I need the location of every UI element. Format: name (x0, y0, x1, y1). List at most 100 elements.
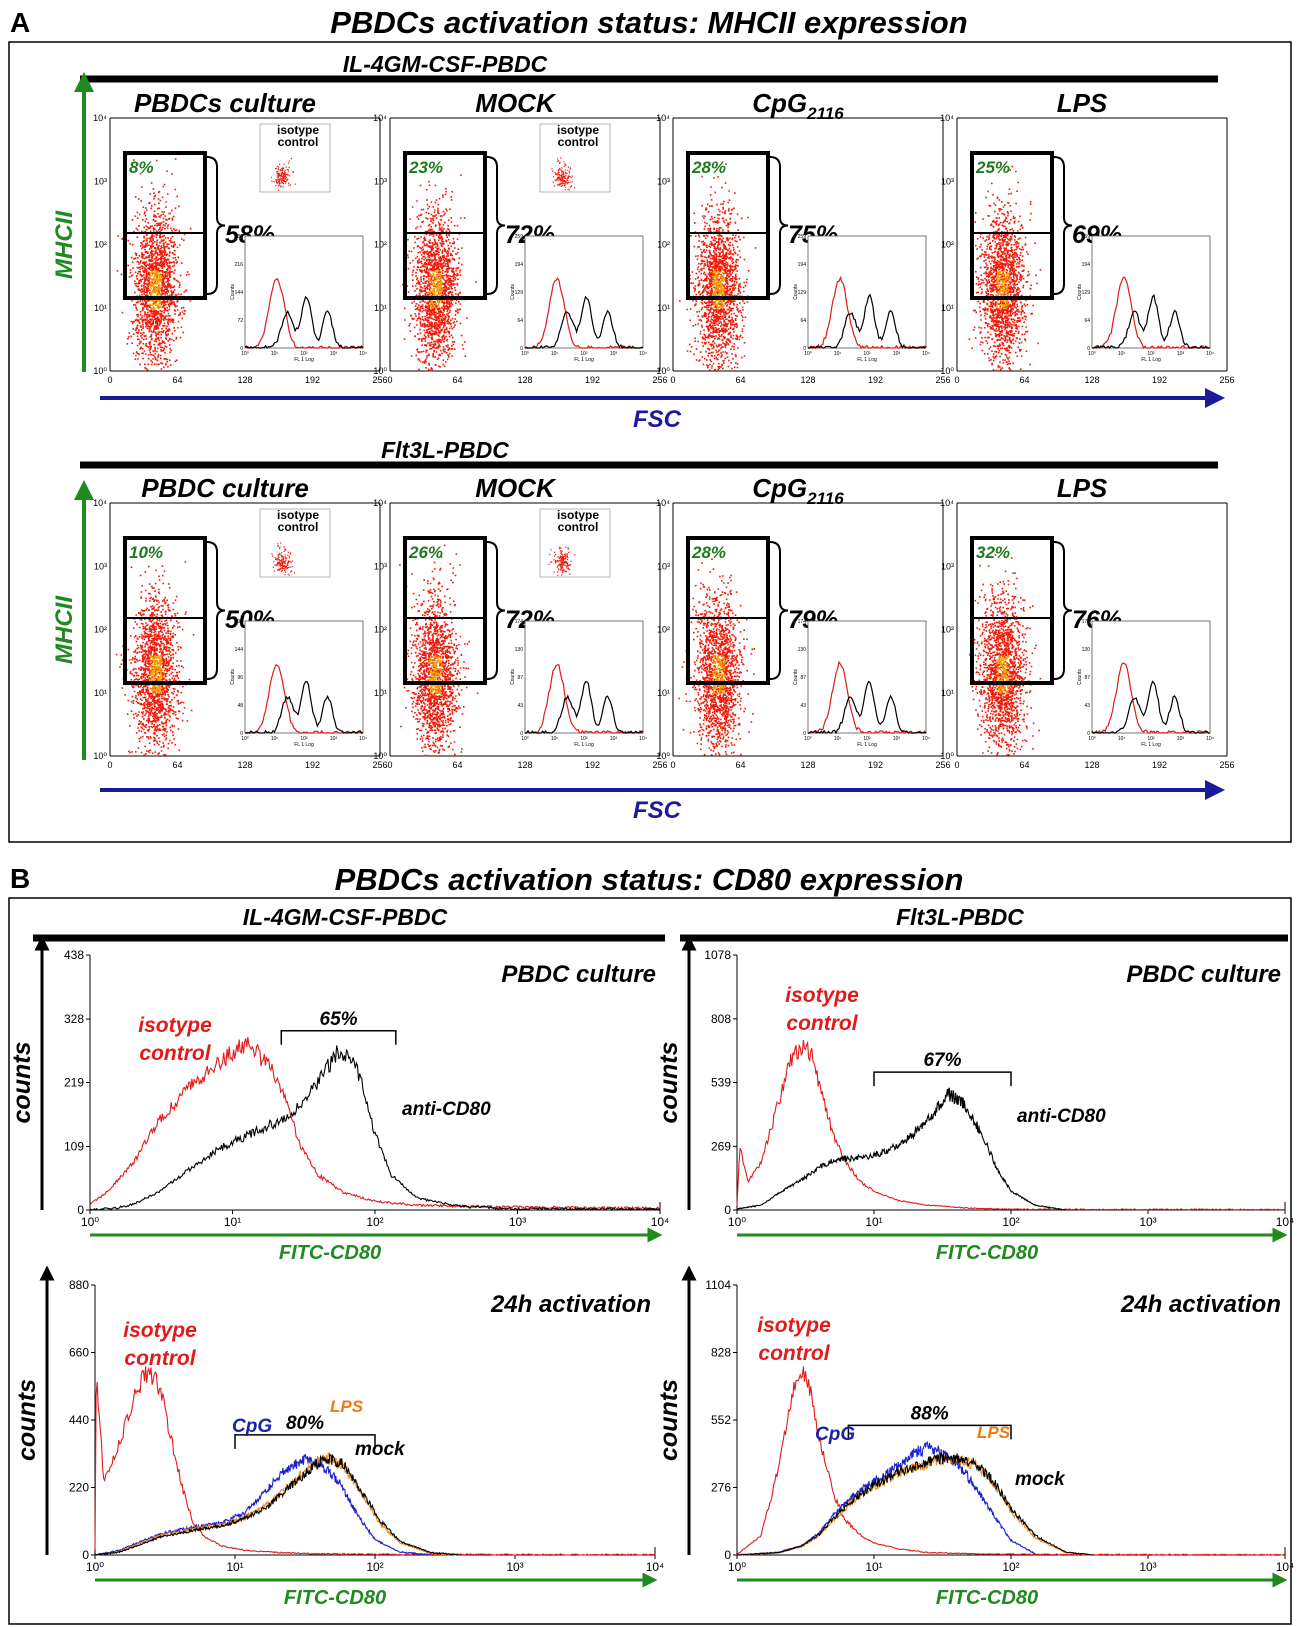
scatter-x-tick: 256 (1219, 760, 1234, 770)
scatter-y-tick: 10⁴ (373, 113, 387, 123)
inset-x-tick: 10² (1147, 351, 1155, 357)
inset-x-tick: 10⁰ (1088, 736, 1096, 742)
gate-box (970, 536, 1054, 685)
gate-brace (769, 156, 789, 295)
mhcii-group-label: IL-4GM-CSF-PBDC (343, 51, 548, 77)
isotype-inset-points (271, 542, 296, 576)
gate-box (686, 536, 770, 685)
hist-condition-title: PBDC culture (1126, 961, 1281, 988)
inset-y-tick: 96 (237, 675, 243, 681)
inset-y-label: Counts (230, 284, 236, 300)
inset-x-tick: 10² (300, 736, 308, 742)
lps-label: LPS (330, 1397, 364, 1416)
mhcii-row-1: IL-4GM-CSF-PBDC MHCII FSC PBDCs culture 10⁰ 1… (51, 51, 1235, 433)
panel-b-histograms: 0 109 219 328 438 10⁰ 10¹ 10² 10³ 10⁴ FITC-CD80 cou… (8, 935, 1295, 1609)
inset-y-tick: 194 (798, 262, 807, 268)
hist-x-tick: 10⁴ (651, 1215, 670, 1229)
gate-percent: 28% (691, 158, 726, 177)
series-anti-cd80 (736, 1087, 1066, 1211)
hist-y-tick: 328 (64, 1012, 84, 1026)
hist-x-tick: 10² (366, 1215, 383, 1229)
inset-x-tick: 10³ (893, 351, 901, 357)
scatter-x-tick: 0 (954, 760, 959, 770)
percent-marker-label: 80% (286, 1413, 324, 1434)
inset-frame (807, 620, 927, 734)
panel-b-group-right: Flt3L-PBDC (896, 904, 1024, 930)
inset-x-tick: 10² (300, 351, 308, 357)
histogram-inset: 0 43 87 130 174 10⁰ 10¹ 10² 10³ 10⁴ FL 1 Log Counts (510, 619, 647, 748)
hist-y-tick: 0 (724, 1548, 731, 1562)
inset-x-tick: 10⁰ (521, 736, 529, 742)
fsc-axis-label: FSC (633, 797, 682, 824)
inset-x-tick: 10¹ (1118, 351, 1126, 357)
inset-x-label: FL 1 Log (857, 357, 877, 363)
inset-frame (1091, 235, 1211, 349)
series-isotype-control (736, 1366, 1285, 1556)
inset-y-tick: 0 (803, 731, 806, 737)
condition-label: LPS (1057, 88, 1108, 118)
hist-condition-title: PBDC culture (501, 961, 656, 988)
isotype-label-line1: isotype (785, 984, 859, 1007)
inset-frame (244, 235, 364, 349)
inset-y-tick: 194 (1082, 262, 1091, 268)
scatter-y-tick: 10⁴ (93, 498, 107, 508)
anti-cd80-label: anti-CD80 (402, 1099, 491, 1120)
inset-y-tick: 87 (1084, 675, 1090, 681)
lps-label: LPS (977, 1423, 1011, 1442)
scatter-x-tick: 0 (670, 375, 675, 385)
scatter-y-tick: 10³ (657, 176, 670, 186)
scatter-y-tick: 10² (374, 240, 387, 250)
inset-x-tick: 10⁰ (804, 736, 812, 742)
hist-y-tick: 109 (64, 1140, 84, 1154)
inset-x-tick: 10¹ (1118, 736, 1126, 742)
scatter-x-tick: 192 (868, 760, 883, 770)
cpg-label: CpG (815, 1424, 855, 1445)
inset-x-tick: 10⁴ (359, 736, 367, 742)
scatter-x-tick: 256 (652, 760, 667, 770)
hist-y-tick: 220 (69, 1481, 89, 1495)
hist-x-tick: 10⁰ (728, 1215, 746, 1229)
scatter-y-tick: 10¹ (941, 688, 954, 698)
inset-y-tick: 0 (520, 346, 523, 352)
series-lps (94, 1451, 460, 1556)
gate-brace (769, 541, 789, 680)
inset-y-label: Counts (793, 284, 799, 300)
scatter-y-tick: 10⁰ (656, 751, 670, 761)
mock-label: mock (1015, 1469, 1066, 1490)
scatter-y-tick: 10³ (94, 176, 107, 186)
gate-percent: 32% (976, 543, 1010, 562)
gate-percent: 10% (129, 543, 163, 562)
gate-brace (206, 156, 226, 295)
hist-y-tick: 1078 (704, 948, 731, 962)
hist-y-tick: 1104 (705, 1278, 731, 1292)
inset-x-tick: 10³ (610, 736, 618, 742)
inset-x-tick: 10⁴ (1206, 351, 1214, 357)
inset-y-tick: 194 (515, 262, 524, 268)
scatter-x-tick: 128 (1084, 375, 1099, 385)
inset-x-tick: 10³ (893, 736, 901, 742)
inset-y-label: Counts (1077, 284, 1083, 300)
scatter-x-tick: 128 (517, 760, 532, 770)
gate-brace (206, 541, 226, 680)
inset-y-label: Counts (793, 669, 799, 685)
isotype-inset-points (548, 546, 576, 576)
scatter-y-tick: 10⁰ (940, 751, 954, 761)
inset-x-tick: 10⁴ (922, 351, 930, 357)
hist-x-tick: 10¹ (865, 1215, 882, 1229)
inset-x-tick: 10⁰ (241, 736, 249, 742)
inset-y-tick: 64 (1084, 318, 1090, 324)
inset-y-tick: 0 (1087, 731, 1090, 737)
panel-b-frame (8, 897, 1292, 1625)
inset-y-tick: 0 (240, 346, 243, 352)
hist-x-tick: 10⁰ (728, 1560, 746, 1574)
scatter-x-tick: 128 (517, 375, 532, 385)
hist-x-tick: 10⁴ (1276, 1215, 1295, 1229)
scatter-x-tick: 64 (735, 760, 745, 770)
scatter-y-tick: 10¹ (941, 303, 954, 313)
gate-percent: 28% (691, 543, 726, 562)
hist-y-tick: 552 (711, 1413, 731, 1427)
inset-stained-curve (525, 681, 644, 734)
